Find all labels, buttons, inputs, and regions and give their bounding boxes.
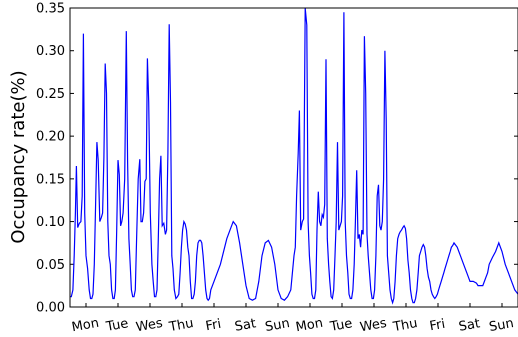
x-tick-label: Wes — [135, 316, 164, 335]
y-tick-label: 0.15 — [36, 172, 65, 187]
x-axis-ticks: Mon Tue Wes Thu Fri Sat Sun Mon Tue Wes Thu Fri Sat S… — [71, 303, 515, 335]
y-tick-label: 0.10 — [36, 215, 65, 230]
y-tick-label: 0.30 — [36, 44, 65, 59]
x-tick-label: Wes — [359, 316, 388, 335]
x-tick-label: Sat — [458, 316, 482, 334]
plot-frame — [69, 7, 518, 308]
y-tick-label: 0.20 — [36, 130, 65, 145]
y-tick-label: 0.35 — [36, 2, 65, 17]
x-tick-label: Fri — [204, 317, 222, 334]
x-tick-label: Thu — [391, 316, 419, 335]
y-axis-ticks: 0.00 0.05 0.10 0.15 0.20 0.25 0.30 0.35 — [36, 2, 518, 316]
x-tick-label: Sun — [264, 316, 291, 335]
x-tick-label: Fri — [428, 317, 446, 334]
series-line — [70, 7, 518, 305]
y-tick-label: 0.25 — [36, 87, 65, 102]
x-tick-label: Thu — [167, 316, 195, 335]
x-tick-label: Mon — [71, 316, 101, 336]
x-tick-label: Tue — [328, 316, 353, 335]
x-tick-label: Mon — [295, 316, 325, 336]
y-tick-label: 0.05 — [36, 258, 65, 273]
x-tick-label: Tue — [104, 316, 129, 335]
x-tick-label: Sun — [488, 316, 515, 335]
y-tick-label: 0.00 — [36, 301, 65, 316]
y-axis-label: Occupancy rate(%) — [8, 70, 29, 243]
x-tick-label: Sat — [234, 316, 258, 334]
